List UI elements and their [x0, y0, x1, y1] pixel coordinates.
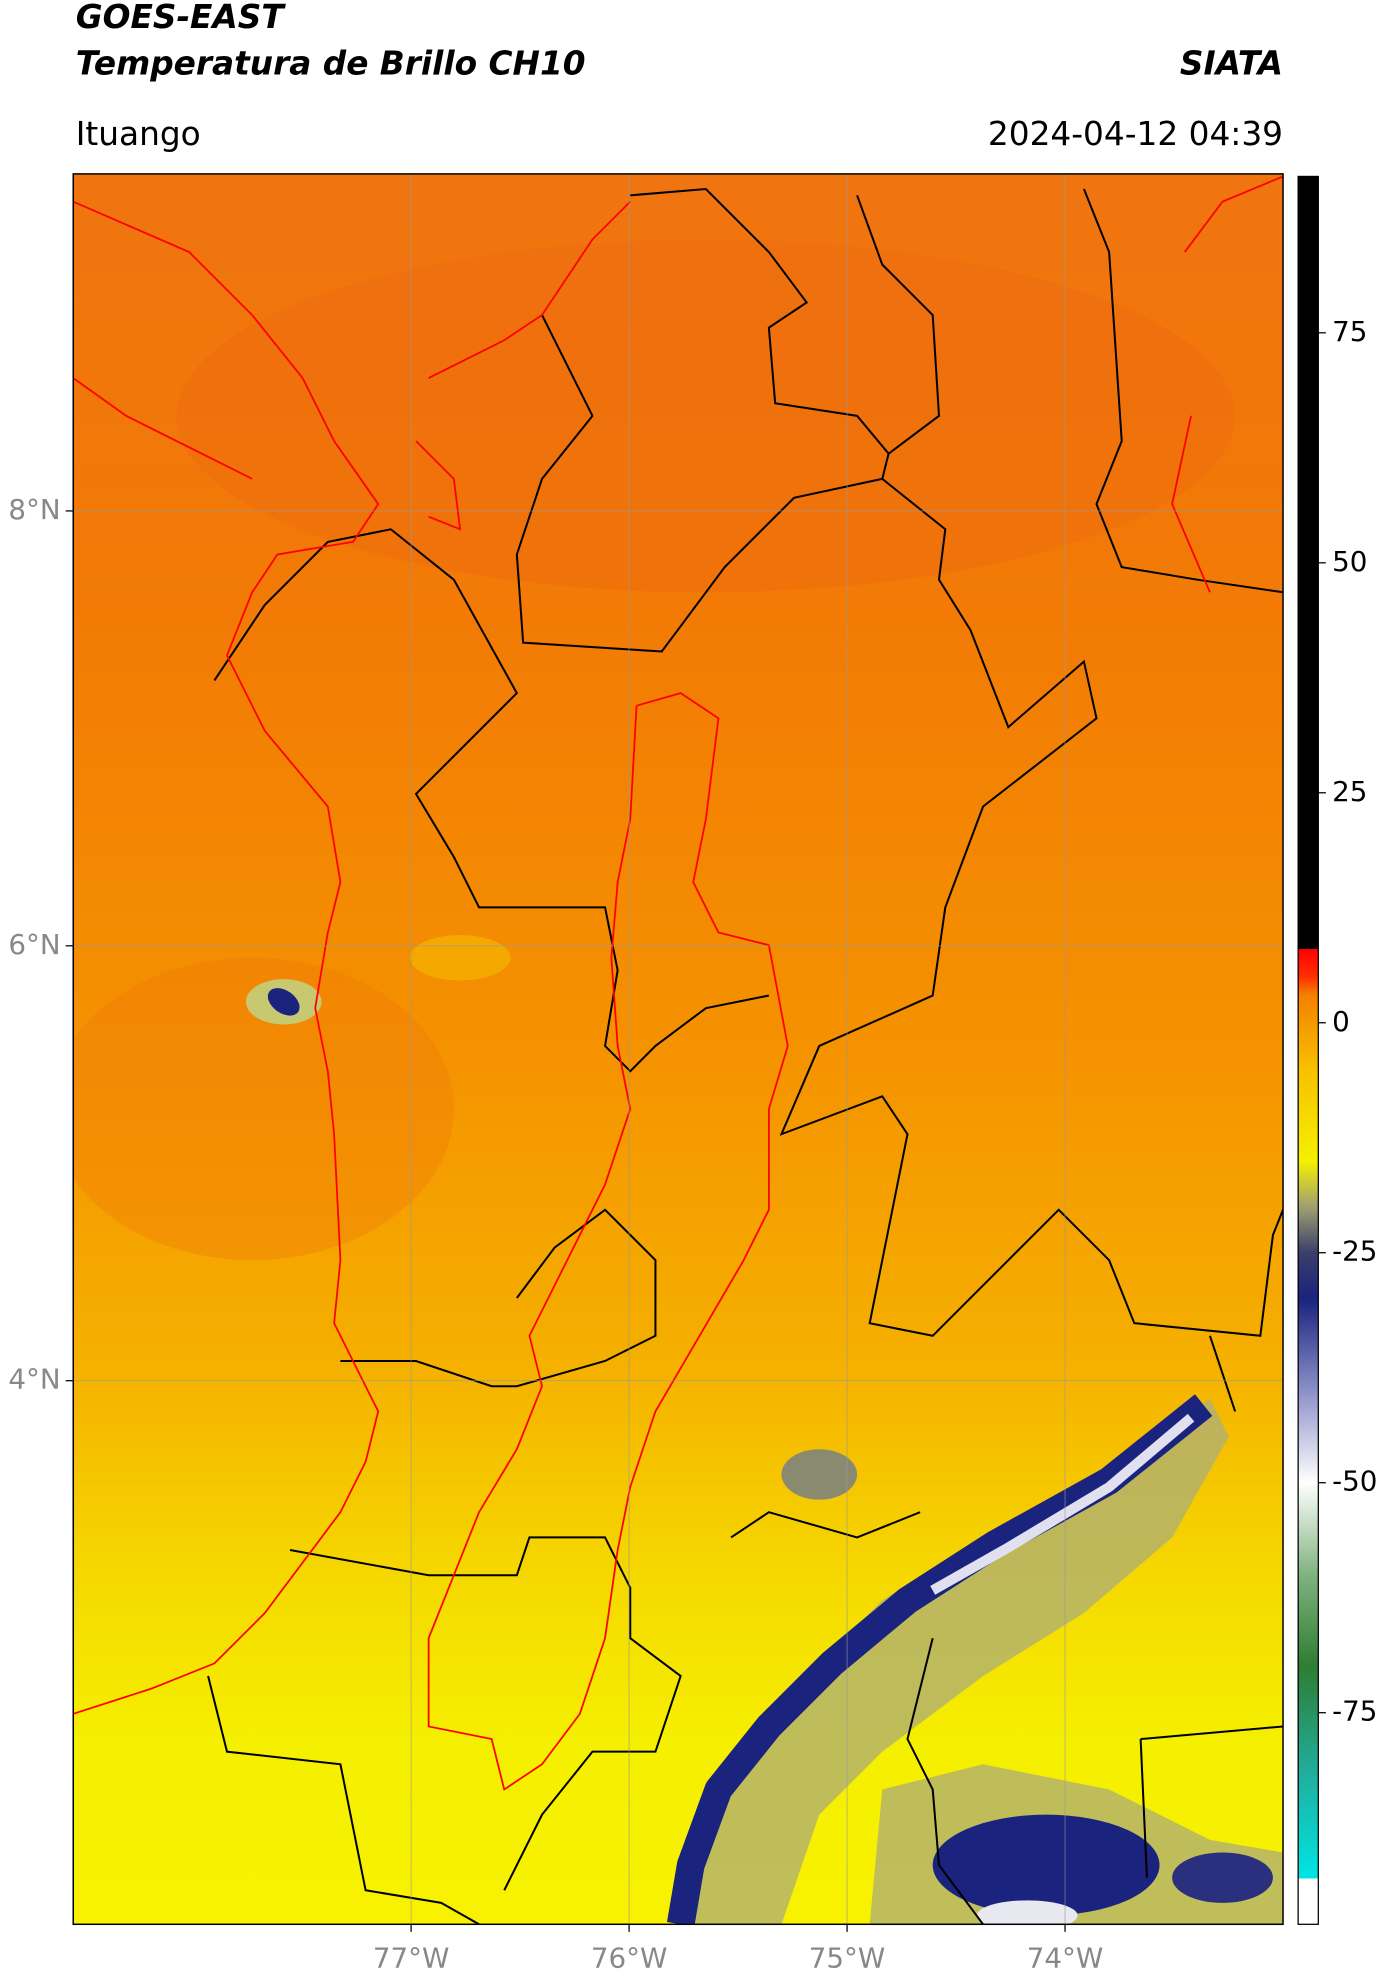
- colorbar-tick-label: -75: [1332, 1695, 1377, 1728]
- storm-band: [666, 1394, 1213, 1925]
- map: [73, 173, 1284, 1925]
- warm-area: [73, 957, 454, 1261]
- storm-core: [930, 1413, 1195, 1595]
- cloud-halo: [781, 1449, 858, 1500]
- colorbar-tick-label: 50: [1332, 545, 1367, 578]
- y-tick-label: 6°N: [8, 928, 60, 961]
- x-tick-label: 75°W: [809, 1942, 886, 1975]
- warm-area: [176, 239, 1236, 593]
- storm-cell: [1172, 1852, 1273, 1903]
- storm-core: [976, 1900, 1078, 1925]
- map-background: [73, 173, 1284, 1925]
- colorbar-tick-label: -50: [1332, 1465, 1377, 1498]
- borders: [207, 187, 1284, 1925]
- x-tick-label: 74°W: [1027, 1942, 1104, 1975]
- colorbar-tick-label: 25: [1332, 775, 1367, 808]
- title: GOES-EAST: [76, 0, 287, 36]
- location: Ituango: [76, 115, 201, 153]
- x-tick-label: 77°W: [373, 1942, 450, 1975]
- cloud-halo: [680, 1398, 1229, 1925]
- x-tick-label: 76°W: [591, 1942, 668, 1975]
- subtitle: Temperatura de Brillo CH10: [76, 45, 586, 83]
- colorbar: [1297, 175, 1319, 1925]
- colorbar-tick-label: 0: [1332, 1005, 1350, 1038]
- y-tick-label: 8°N: [8, 493, 60, 526]
- y-tick-label: 4°N: [8, 1363, 60, 1396]
- colorbar-tick-label: -25: [1332, 1235, 1377, 1268]
- coastline: [73, 175, 1284, 1791]
- storm-cell: [932, 1814, 1160, 1916]
- storm-cell: [267, 988, 300, 1016]
- source: SIATA: [1180, 45, 1283, 83]
- warm-area: [409, 935, 511, 981]
- map-frame: [72, 173, 1284, 1926]
- datetime: 2024-04-12 04:39: [988, 115, 1283, 153]
- colorbar-tick-label: 75: [1332, 315, 1367, 348]
